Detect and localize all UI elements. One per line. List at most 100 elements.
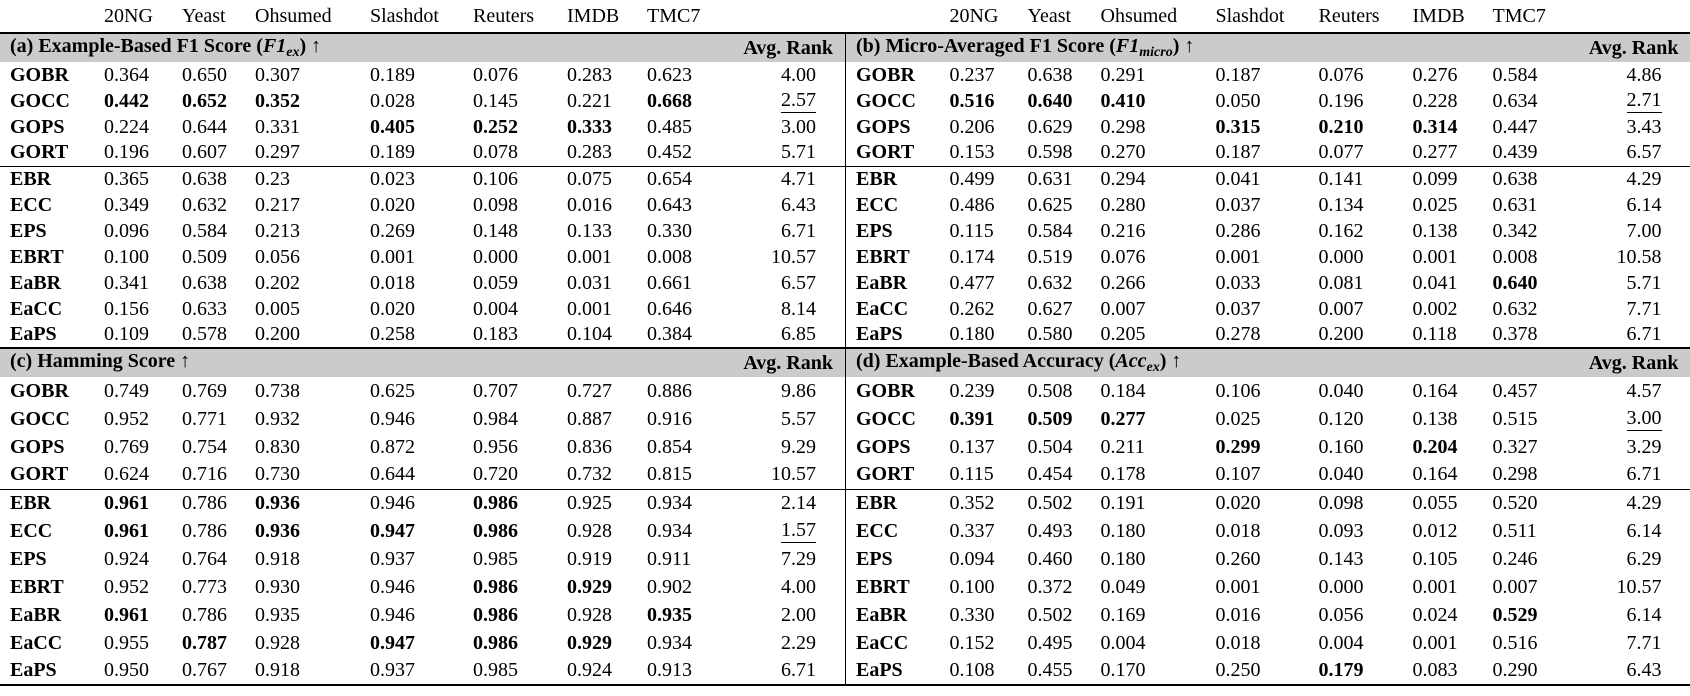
value-cell: 0.961: [104, 603, 149, 626]
method-cell: GOBR: [845, 377, 950, 405]
value-cell: 0.024: [1412, 603, 1458, 626]
value-cell: 0.228: [1412, 89, 1458, 112]
value-cell: 0.023: [370, 165, 473, 192]
value-cell: 0.644: [370, 463, 415, 486]
table-row: GORT 0.153 0.598 0.270 0.187 0.077 0.277 0.439 6…: [845, 140, 1690, 166]
value-cell: 0.200: [255, 323, 300, 345]
value-cell: 0.007: [1100, 297, 1146, 320]
value-cell: 0.633: [182, 297, 227, 320]
value-cell: 0.246: [1492, 547, 1538, 570]
value-cell: 0.252: [473, 115, 518, 138]
avg-rank-value: 6.43: [781, 193, 816, 216]
value-cell: 0.076: [1318, 63, 1364, 86]
value-cell: 0.001: [1412, 245, 1458, 268]
value-cell: 0.314: [1412, 115, 1458, 138]
value-cell: 0.262: [949, 297, 995, 320]
value-cell: 0.189: [370, 141, 415, 164]
value-cell: 0.094: [949, 547, 995, 570]
avg-rank-value: 4.57: [1626, 379, 1662, 402]
value-cell: 0.178: [1100, 463, 1146, 486]
value-cell: 0.937: [370, 659, 415, 681]
panel-band: (c) Hamming Score ↑ Avg. Rank: [0, 347, 845, 377]
value-cell: 0.196: [1318, 89, 1364, 112]
table-row: EPS 0.094 0.460 0.180 0.260 0.143 0.105 0.246 6.…: [845, 545, 1690, 573]
value-cell: 0.631: [1027, 165, 1101, 192]
rank-column-header: [737, 0, 845, 34]
avg-rank-value: 6.85: [781, 323, 816, 345]
table-row: EBRT 0.174 0.519 0.076 0.001 0.000 0.001 0.008 1…: [845, 244, 1690, 270]
avg-rank-cell: 9.29: [737, 433, 845, 461]
avg-rank-cell: 2.57: [737, 88, 845, 114]
table-row: EaCC 0.156 0.633 0.005 0.020 0.004 0.001 0.646 8…: [0, 296, 845, 322]
avg-rank-cell: 10.57: [737, 244, 845, 270]
method-cell: GOPS: [845, 433, 950, 461]
method-cell: GOBR: [10, 63, 69, 86]
table-row: EaCC 0.955 0.787 0.928 0.947 0.986 0.929 0.934 2…: [0, 629, 845, 657]
dataset-header: TMC7: [1492, 0, 1583, 34]
value-cell: 0.384: [647, 323, 692, 345]
value-cell: 0.008: [1492, 245, 1538, 268]
avg-rank-value: 6.57: [1626, 141, 1662, 164]
method-cell: ECC: [845, 192, 950, 218]
table-row: EBR 0.499 0.631 0.294 0.041 0.141 0.099 0.638 4.…: [845, 165, 1690, 192]
method-cell: EaPS: [10, 659, 57, 681]
avg-rank-cell: 2.71: [1583, 88, 1690, 114]
method-cell: EPS: [10, 547, 47, 570]
dataset-header: Reuters: [1318, 0, 1413, 34]
avg-rank-value: 5.71: [781, 141, 816, 164]
value-cell: 0.162: [1318, 219, 1364, 242]
value-cell: 0.100: [949, 575, 995, 598]
table-row: GOBR 0.239 0.508 0.184 0.106 0.040 0.164 0.457 4…: [845, 377, 1690, 405]
value-cell: 0.037: [1215, 193, 1261, 216]
avg-rank-value: 2.14: [781, 491, 816, 514]
avg-rank-cell: 2.14: [737, 488, 845, 517]
value-cell: 0.330: [949, 603, 995, 626]
method-cell: GORT: [845, 140, 950, 166]
value-cell: 0.191: [1100, 488, 1216, 517]
value-cell: 0.932: [255, 407, 300, 430]
dataset-header: Ohsumed: [1100, 0, 1216, 34]
avg-rank-value: 1.57: [781, 519, 816, 543]
table-row: EaCC 0.262 0.627 0.007 0.037 0.007 0.002 0.632 7…: [845, 296, 1690, 322]
value-cell: 0.298: [1100, 115, 1146, 138]
value-cell: 0.934: [647, 631, 692, 654]
avg-rank-value: 10.57: [771, 245, 816, 268]
value-cell: 0.007: [1492, 575, 1538, 598]
method-cell: EBRT: [10, 245, 64, 268]
results-table: 20NG Yeast Ohsumed Slashdot Reuters IMDB TMC7(…: [845, 0, 1690, 686]
value-cell: 0.902: [647, 575, 692, 598]
value-cell: 0.183: [473, 323, 518, 345]
avg-rank-value: 6.71: [781, 219, 816, 242]
value-cell: 0.584: [182, 219, 227, 242]
value-cell: 0.004: [1318, 631, 1364, 654]
value-cell: 0.643: [647, 193, 692, 216]
value-cell: 0.001: [1412, 631, 1458, 654]
value-cell: 0.519: [1027, 245, 1073, 268]
value-cell: 0.661: [647, 271, 692, 294]
avg-rank-cell: 9.86: [737, 377, 845, 405]
method-cell: EPS: [845, 218, 950, 244]
value-cell: 0.041: [1215, 165, 1319, 192]
value-cell: 0.730: [255, 463, 300, 486]
value-cell: 0.928: [567, 519, 612, 542]
value-cell: 0.773: [182, 575, 227, 598]
value-cell: 0.077: [1318, 141, 1364, 164]
value-cell: 0.598: [1027, 141, 1073, 164]
value-cell: 0.391: [949, 407, 995, 430]
value-cell: 0.342: [1492, 219, 1538, 242]
value-cell: 0.830: [255, 435, 300, 458]
table-row: EaPS 0.109 0.578 0.200 0.258 0.183 0.104 0.384 6…: [0, 322, 845, 348]
value-cell: 0.934: [647, 519, 692, 542]
table-row: GOCC 0.442 0.652 0.352 0.028 0.145 0.221 0.668 2…: [0, 88, 845, 114]
value-cell: 0.283: [567, 141, 612, 164]
method-cell: GORT: [845, 461, 950, 489]
table-row: EaBR 0.961 0.786 0.935 0.946 0.986 0.928 0.935 2…: [0, 601, 845, 629]
value-cell: 0.005: [255, 297, 300, 320]
value-cell: 0.213: [255, 219, 300, 242]
value-cell: 0.004: [473, 297, 518, 320]
value-cell: 0.952: [104, 407, 149, 430]
avg-rank-cell: 7.00: [1583, 218, 1690, 244]
method-cell: EaBR: [10, 271, 62, 294]
avg-rank-value: 4.00: [781, 575, 816, 598]
value-cell: 0.278: [1215, 323, 1261, 345]
